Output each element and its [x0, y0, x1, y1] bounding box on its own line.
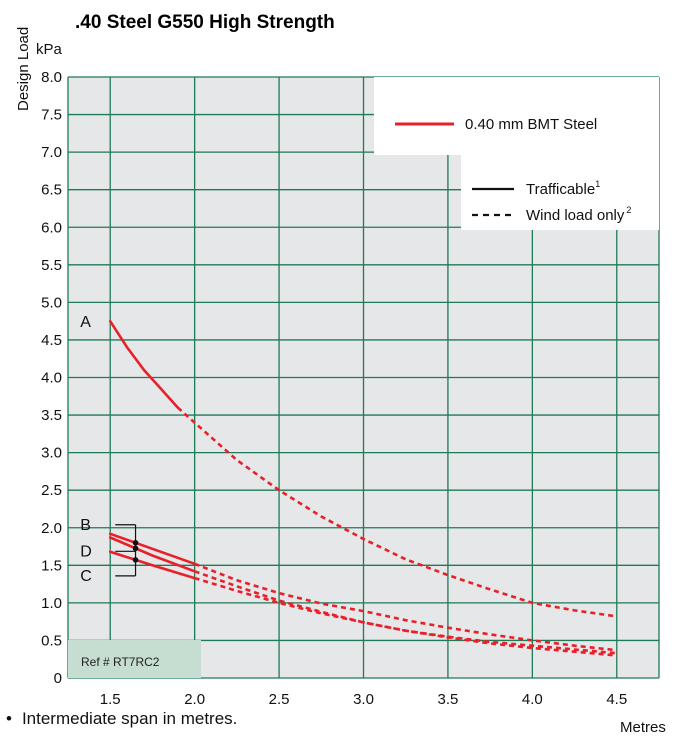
curve-label-a: A — [80, 314, 91, 331]
x-tick-label-6: 4.5 — [606, 691, 627, 708]
legend-trafficable-label: Trafficable1 — [526, 179, 600, 198]
series-a-trafficable — [108, 319, 180, 409]
series-c-wind — [194, 576, 617, 655]
x-axis-unit: Metres — [620, 719, 666, 736]
x-tick-labels: 1.5 2.0 2.5 3.0 3.5 4.0 4.5 — [100, 691, 627, 708]
footnote: • Intermediate span in metres. — [6, 709, 237, 729]
series-a-wind — [176, 406, 617, 618]
legend-wind-label: Wind load only 2 — [526, 205, 631, 224]
y-tick-label-4: 2.0 — [41, 520, 62, 537]
curve-labels: A BDC — [80, 314, 92, 585]
y-tick-label-1: 0.5 — [41, 632, 62, 649]
series-c-trafficable — [108, 550, 196, 580]
x-tick-label-2: 2.5 — [269, 691, 290, 708]
y-axis-label: Design Load — [15, 27, 32, 111]
bracket-dot-1 — [132, 545, 139, 552]
y-tick-label-3: 1.5 — [41, 557, 62, 574]
footnote-text: Intermediate span in metres. — [21, 709, 238, 728]
y-tick-label-7: 3.5 — [41, 407, 62, 424]
x-tick-label-3: 3.0 — [353, 691, 374, 708]
series-layer — [108, 319, 617, 657]
y-tick-label-2: 1.0 — [41, 595, 62, 612]
y-tick-label-11: 5.5 — [41, 257, 62, 274]
legend-wind-text: Wind load only — [526, 207, 625, 224]
bracket-dot-2 — [132, 557, 139, 563]
curve-label-c: C — [80, 568, 92, 585]
y-tick-labels: 0 0.5 1.0 1.5 2.0 2.5 3.0 3.5 4.0 4.5 5.0 5.5 6.0 6.5… — [41, 69, 62, 687]
legend-wind-sup: 2 — [626, 205, 631, 215]
curve-label-b: B — [80, 517, 91, 534]
y-tick-label-8: 4.0 — [41, 370, 62, 387]
ref-box — [68, 640, 201, 678]
y-tick-label-15: 7.5 — [41, 107, 62, 124]
y-tick-label-10: 5.0 — [41, 294, 62, 311]
legend-series-box — [374, 77, 659, 155]
legend-trafficable-text: Trafficable — [526, 181, 595, 198]
legend-series-label: 0.40 mm BMT Steel — [465, 116, 597, 133]
y-tick-label-13: 6.5 — [41, 182, 62, 199]
bullet-icon: • — [6, 709, 12, 728]
ref-label: Ref # RT7RC2 — [81, 655, 160, 669]
series-d-trafficable — [108, 536, 196, 573]
x-tick-label-5: 4.0 — [522, 691, 543, 708]
legend-style-box — [461, 155, 659, 230]
x-tick-label-1: 2.0 — [184, 691, 205, 708]
y-tick-label-9: 4.5 — [41, 332, 62, 349]
series-b-wind — [194, 562, 617, 652]
y-tick-label-16: 8.0 — [41, 69, 62, 86]
y-tick-label-12: 6.0 — [41, 219, 62, 236]
y-tick-label-0: 0 — [54, 670, 62, 687]
legend-trafficable-sup: 1 — [595, 179, 600, 189]
y-tick-label-6: 3.0 — [41, 445, 62, 462]
y-axis-unit: kPa — [36, 41, 63, 58]
chart-title: .40 Steel G550 High Strength — [75, 12, 335, 33]
grid — [67, 76, 660, 679]
curve-label-d: D — [80, 543, 92, 560]
y-tick-label-5: 2.5 — [41, 482, 62, 499]
x-tick-label-4: 3.5 — [437, 691, 458, 708]
x-tick-label-0: 1.5 — [100, 691, 121, 708]
bracket-dot-0 — [132, 539, 139, 546]
y-tick-label-14: 7.0 — [41, 144, 62, 161]
bracket — [115, 524, 139, 577]
series-b-trafficable — [108, 532, 196, 566]
